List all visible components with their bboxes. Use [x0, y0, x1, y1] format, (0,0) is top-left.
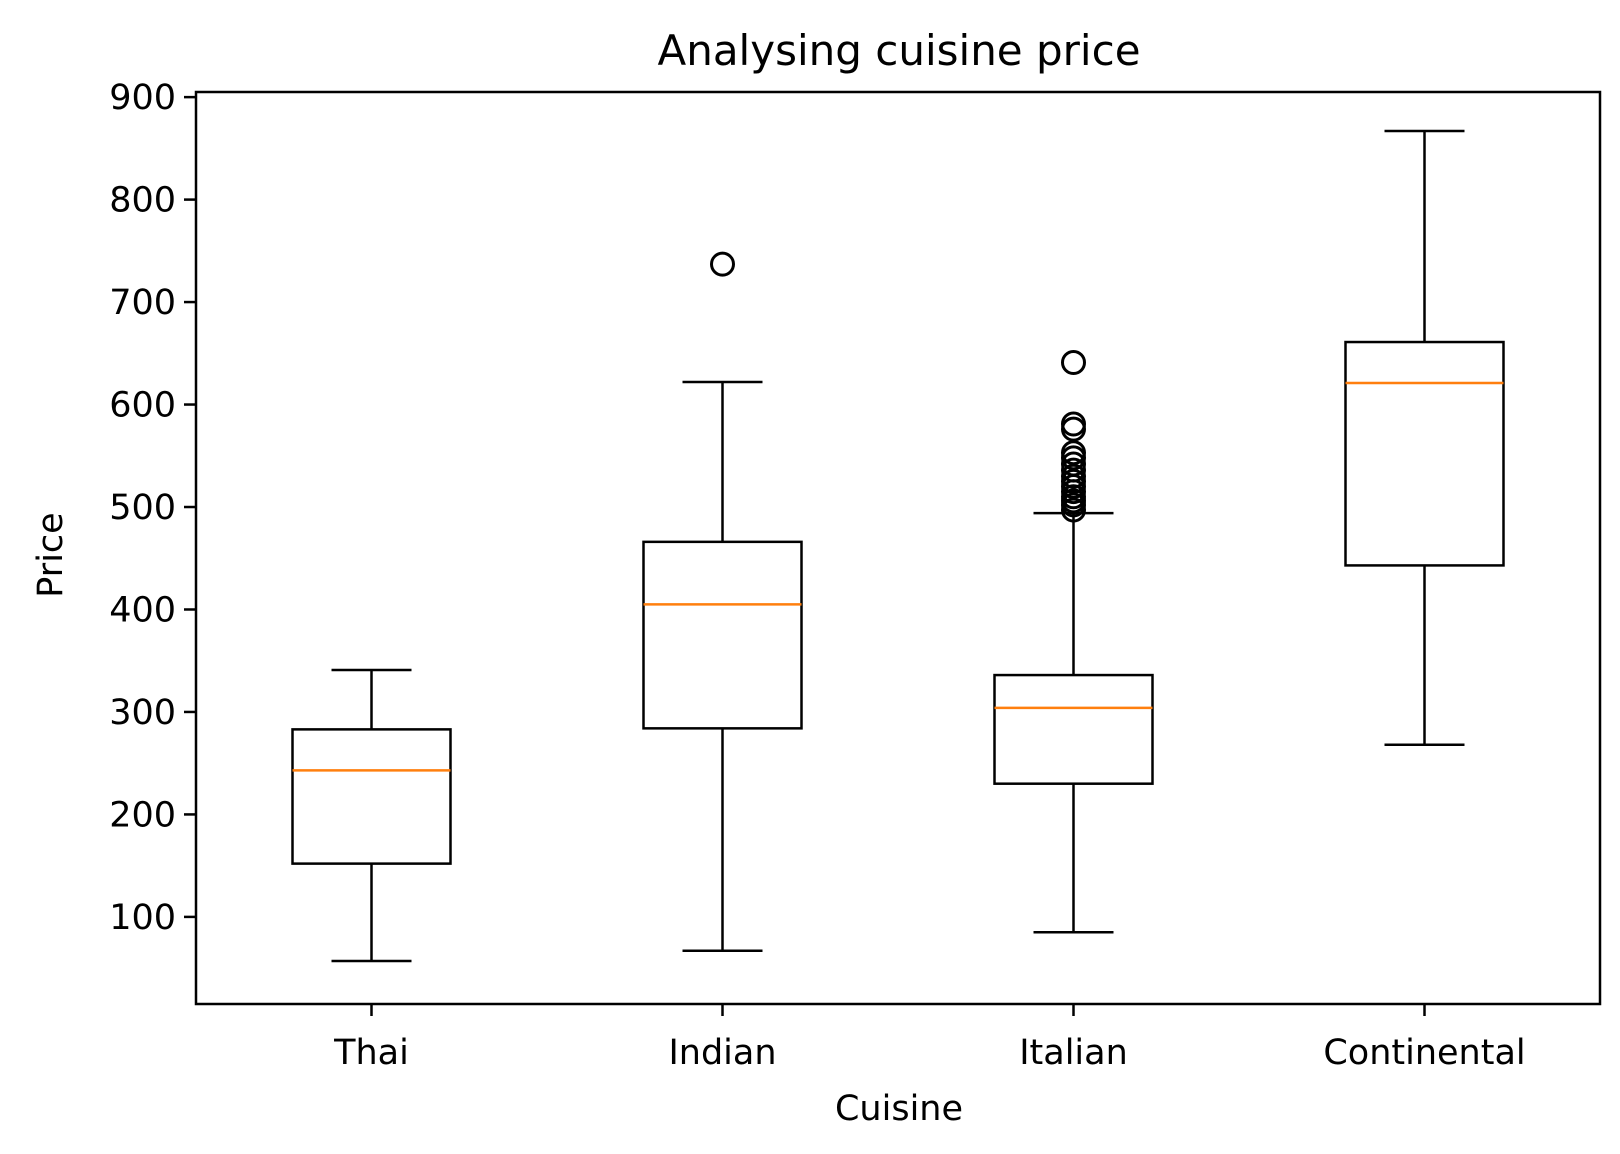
y-tick-label-900: 900	[109, 78, 176, 118]
x-tick-label-thai: Thai	[333, 1033, 409, 1073]
box-thai	[291, 668, 452, 963]
outlier-italian-12	[1061, 416, 1086, 442]
y-tick-label-600: 600	[109, 386, 176, 426]
box-continental	[1344, 129, 1505, 746]
plot-area	[194, 90, 1602, 1006]
x-tick-label-indian: Indian	[668, 1033, 776, 1073]
x-axis-label: Cuisine	[835, 1089, 963, 1129]
box-indian	[642, 251, 803, 952]
outlier-italian-8	[1061, 457, 1086, 483]
iqr-box-continental	[1344, 340, 1505, 567]
y-tick-label-700: 700	[109, 283, 176, 323]
y-axis: 100 200 300 400 500 600 700 800 900	[109, 78, 196, 938]
chart-title: Analysing cuisine price	[657, 26, 1140, 75]
y-tick-label-400: 400	[109, 590, 176, 630]
outlier-indian-0	[710, 251, 735, 277]
plot-frame	[194, 90, 1602, 1006]
y-tick-label-300: 300	[109, 693, 176, 733]
iqr-box-italian	[993, 673, 1154, 785]
iqr-box-thai	[291, 728, 452, 865]
x-tick-label-continental: Continental	[1323, 1033, 1525, 1073]
outlier-italian-9	[1061, 451, 1086, 477]
outlier-italian-13	[1061, 411, 1086, 437]
x-tick-label-italian: Italian	[1019, 1033, 1128, 1073]
y-axis-label: Price	[31, 512, 71, 597]
outlier-italian-11	[1061, 440, 1086, 466]
iqr-box-indian	[642, 540, 803, 730]
y-tick-label-500: 500	[109, 488, 176, 528]
box-italian	[993, 350, 1154, 934]
y-tick-label-800: 800	[109, 181, 176, 221]
y-tick-label-200: 200	[109, 795, 176, 835]
outlier-italian-7	[1061, 463, 1086, 489]
y-tick-label-100: 100	[109, 898, 176, 938]
x-axis: Thai Indian Italian Continental	[333, 1004, 1526, 1073]
outlier-italian-14	[1061, 350, 1086, 376]
